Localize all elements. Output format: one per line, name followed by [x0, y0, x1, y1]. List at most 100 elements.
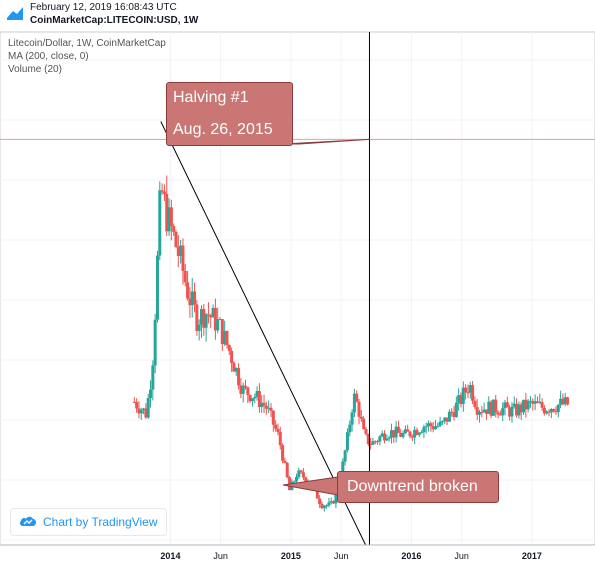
candle-body	[417, 432, 421, 435]
candle-body	[433, 426, 437, 430]
candle-body	[522, 399, 526, 413]
candle-body	[366, 433, 370, 445]
time-axis-labels: 2014 Jun 2015 Jun 2016 Jun 2017	[160, 551, 541, 561]
candle-body	[223, 331, 227, 345]
candle-body	[475, 407, 479, 415]
candle-body	[392, 430, 396, 438]
candle-body	[408, 431, 412, 437]
candle-body	[264, 405, 268, 409]
candle-body	[484, 409, 488, 414]
time-tick-label: 2015	[281, 551, 301, 561]
candle-body	[496, 412, 500, 415]
candle-body	[457, 395, 461, 403]
time-tick-label: Jun	[454, 551, 469, 561]
candle-body	[473, 400, 477, 408]
time-axis[interactable]	[0, 545, 595, 567]
candle-body	[556, 404, 560, 413]
candle-body	[315, 487, 319, 499]
candle-body	[429, 423, 433, 427]
candle-body	[183, 271, 187, 283]
candle-body	[403, 429, 407, 434]
candle-body	[464, 387, 468, 393]
candle-body	[322, 505, 326, 509]
candle-body	[285, 462, 289, 478]
candle-body	[447, 411, 451, 422]
candle-body	[169, 207, 173, 227]
time-tick-label: 2014	[160, 551, 180, 561]
legend-title: Litecoin/Dollar, 1W, CoinMarketCap	[8, 38, 166, 49]
candle-body	[478, 411, 482, 415]
candle-body	[165, 193, 169, 232]
candle-body	[387, 437, 391, 439]
candle-body	[552, 408, 556, 412]
chart-header: February 12, 2019 16:08:43 UTC CoinMarke…	[0, 0, 595, 32]
candle-body	[253, 396, 257, 399]
candle-body	[320, 504, 324, 509]
candle-body	[186, 282, 190, 299]
halving-callout: Halving #1 Aug. 26, 2015	[166, 82, 293, 146]
candle-body	[246, 387, 250, 396]
candle-body	[401, 433, 405, 437]
candle-body	[237, 368, 241, 386]
candle-body	[144, 408, 148, 418]
time-tick-label: 2016	[401, 551, 421, 561]
symbol-title: CoinMarketCap:LITECOIN:USD, 1W	[30, 15, 199, 26]
candle-body	[396, 426, 400, 433]
candle-body	[301, 472, 305, 478]
snapshot-timestamp: February 12, 2019 16:08:43 UTC	[30, 2, 177, 13]
candle-body	[487, 401, 491, 414]
candles	[132, 175, 570, 512]
candle-body	[526, 400, 530, 410]
candle-body	[146, 398, 150, 418]
candle-body	[554, 411, 558, 413]
candle-body	[452, 412, 456, 418]
candle-body	[415, 429, 419, 435]
candle-body	[227, 345, 231, 351]
time-tick-label: Jun	[334, 551, 349, 561]
candle-body	[364, 429, 368, 434]
tradingview-cloud-icon	[19, 516, 37, 526]
candle-body	[389, 430, 393, 438]
candle-body	[480, 411, 484, 413]
chart-pane[interactable]	[0, 31, 595, 546]
legend-ma: MA (200, close, 0)	[8, 51, 89, 62]
candle-body	[325, 505, 329, 507]
candle-body	[383, 433, 387, 441]
candle-body	[271, 410, 275, 425]
candle-body	[179, 245, 183, 256]
candle-body	[376, 441, 380, 443]
downtrend-line	[160, 121, 367, 546]
candle-body	[172, 226, 176, 232]
candle-body	[332, 501, 336, 504]
candle-body	[357, 401, 361, 417]
candle-body	[230, 350, 234, 363]
candle-body	[538, 401, 542, 403]
candle-body	[466, 392, 470, 394]
candle-body	[489, 401, 493, 416]
candle-body	[193, 291, 197, 305]
candle-body	[155, 255, 159, 320]
halving-callout-title: Halving #1	[173, 89, 249, 106]
candle-body	[294, 477, 298, 482]
candle-body	[394, 426, 398, 438]
candle-body	[350, 412, 354, 425]
candle-body	[510, 406, 514, 417]
chart-by-tradingview-link[interactable]: Chart by TradingView	[10, 508, 167, 536]
candle-body	[327, 502, 331, 506]
candle-body	[542, 407, 546, 414]
candle-body	[292, 481, 296, 483]
candle-body	[329, 501, 333, 503]
candle-body	[297, 470, 301, 478]
candle-body	[359, 416, 363, 419]
candle-body	[199, 308, 203, 325]
candle-body	[211, 308, 215, 318]
candle-body	[257, 391, 261, 408]
candle-body	[559, 398, 563, 405]
candle-body	[149, 389, 153, 399]
candle-body	[151, 365, 155, 390]
candle-body	[454, 402, 458, 418]
candle-body	[162, 191, 166, 194]
candle-body	[468, 385, 472, 393]
candle-body	[276, 428, 280, 433]
